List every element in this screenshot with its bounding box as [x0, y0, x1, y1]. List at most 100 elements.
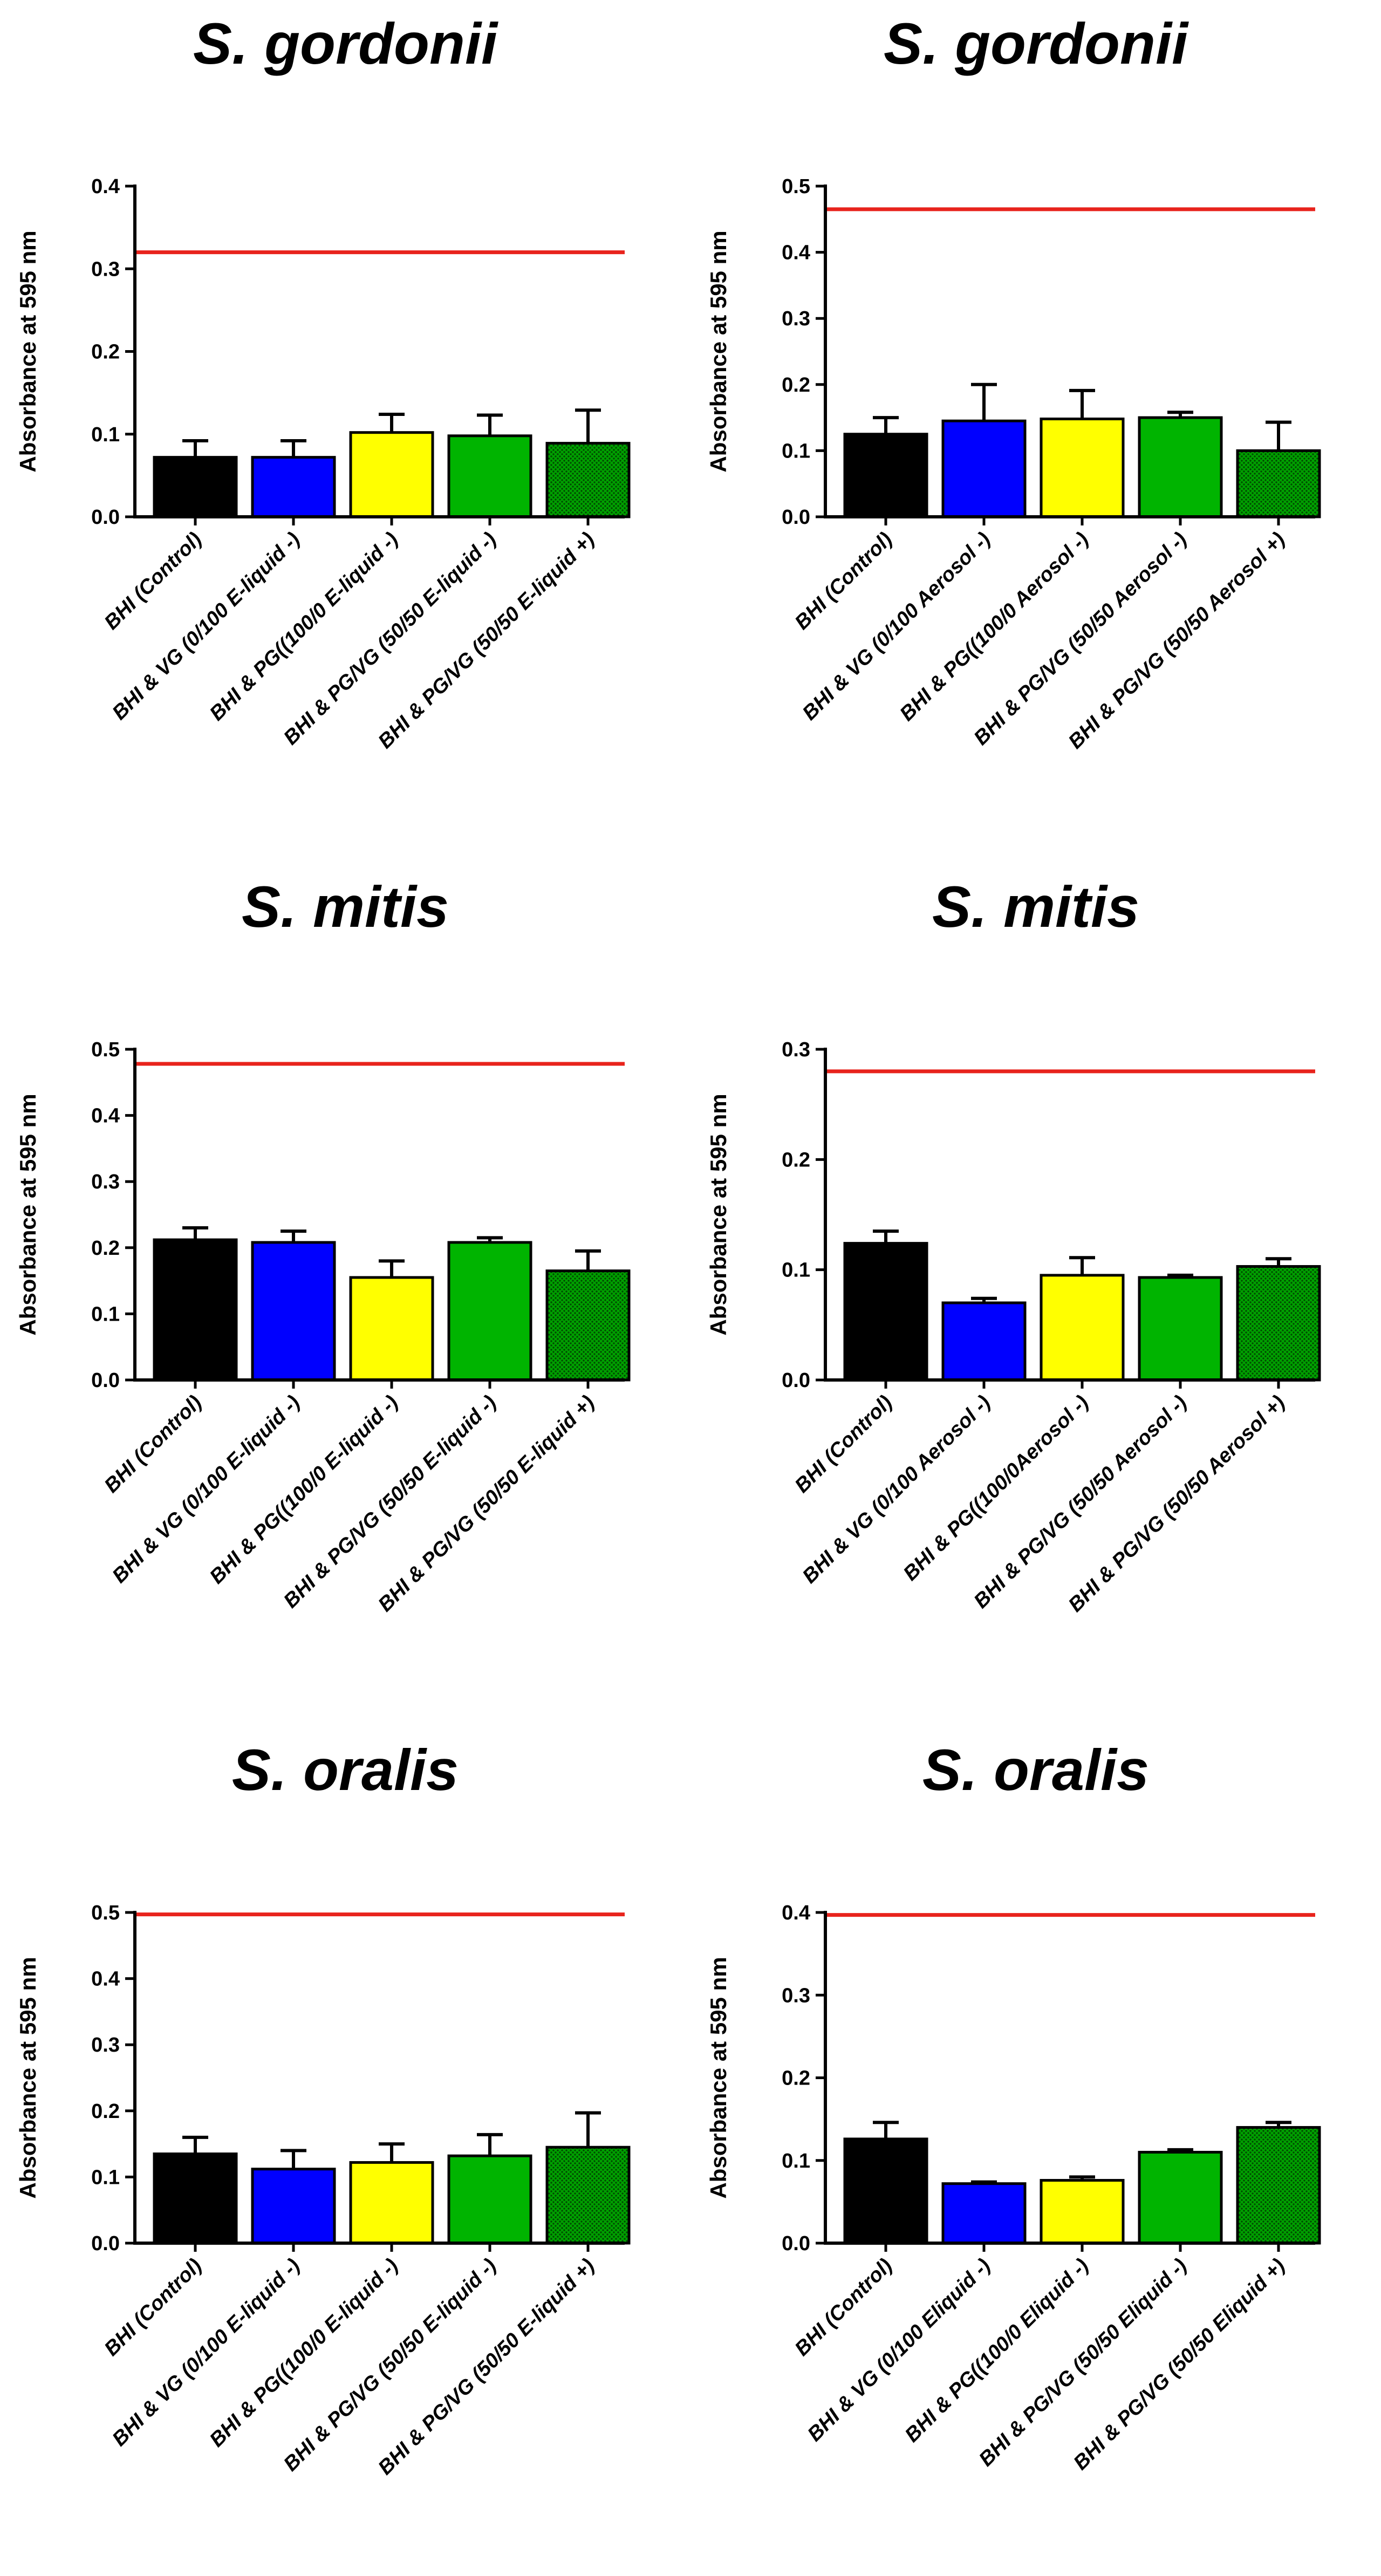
chart-panel-2: S. gordonii Absorbance at 595 nm 0.0 0.1 0.… — [690, 0, 1381, 850]
bar — [545, 2145, 631, 2245]
y-tick-label: 0.0 — [782, 2232, 810, 2255]
bar — [251, 1241, 336, 1382]
y-tick-label: 0.4 — [91, 1105, 120, 1128]
bar — [251, 456, 336, 518]
bar — [153, 2152, 238, 2245]
bar — [1236, 1265, 1321, 1382]
x-tick-label: BHI & PG/VG (50/50 E-liquid -) — [279, 2254, 501, 2476]
x-tick-label: BHI & PG((100/0 Eliquid -) — [901, 2254, 1093, 2447]
bar — [447, 2154, 532, 2245]
bar — [843, 2137, 928, 2245]
x-tick-label: BHI & PG((100/0 E-liquid -) — [206, 2254, 403, 2452]
x-tick-label: BHI (Control) — [791, 2254, 897, 2361]
y-tick-label: 0.0 — [91, 506, 120, 529]
chart-svg: Absorbance at 595 nm 0.0 0.1 0.2 0.3 0.4 0.5 BH… — [706, 175, 1321, 753]
bar — [545, 1269, 631, 1382]
x-tick-label: BHI (Control) — [100, 1391, 207, 1498]
x-tick-label: BHI (Control) — [100, 2254, 207, 2361]
bar — [1236, 2126, 1321, 2245]
y-tick-label: 0.2 — [782, 1149, 810, 1171]
bar — [941, 1301, 1027, 1382]
y-tick-label: 0.3 — [91, 2034, 120, 2056]
y-axis-label: Absorbance at 595 nm — [706, 1957, 731, 2198]
y-tick-label: 0.4 — [91, 175, 120, 198]
bar — [1040, 1274, 1125, 1382]
y-tick-label: 0.3 — [91, 1171, 120, 1193]
y-tick-label: 0.3 — [91, 258, 120, 281]
bar — [447, 434, 532, 518]
y-tick-label: 0.4 — [782, 242, 810, 264]
y-tick-label: 0.0 — [782, 1369, 810, 1392]
y-tick-label: 0.4 — [91, 1968, 120, 1991]
chart-title: S. oralis — [922, 1737, 1150, 1802]
bar — [545, 442, 631, 518]
x-tick-label: BHI & PG((100/0 E-liquid -) — [206, 1391, 403, 1589]
bar — [153, 1238, 238, 1382]
x-tick-label: BHI & PG/VG (50/50 E-liquid +) — [374, 1391, 599, 1616]
y-tick-label: 0.1 — [91, 423, 120, 446]
y-tick-label: 0.3 — [782, 308, 810, 330]
bar — [251, 2168, 336, 2245]
x-tick-label: BHI & PG/VG (50/50 E-liquid +) — [374, 2254, 599, 2479]
x-tick-label: BHI & PG/VG (50/50 E-liquid -) — [279, 1391, 501, 1612]
chart-title: S. mitis — [241, 874, 449, 939]
bar — [1138, 1276, 1223, 1382]
bar — [1040, 2179, 1125, 2245]
y-tick-label: 0.5 — [91, 1038, 120, 1061]
x-tick-label: BHI & PG((100/0 E-liquid -) — [206, 528, 403, 726]
chart-svg: Absorbance at 595 nm 0.0 0.1 0.2 0.3 0.4 0.5 BH… — [15, 1902, 631, 2479]
y-tick-label: 0.1 — [91, 2166, 120, 2189]
bar — [941, 419, 1027, 518]
x-tick-label: BHI & VG (0/100 Aerosol -) — [798, 1391, 995, 1588]
bar — [1138, 2150, 1223, 2245]
chart-panel-3: S. mitis Absorbance at 595 nm 0.0 0.1 0.2 0.… — [0, 863, 690, 1713]
y-axis-label: Absorbance at 595 nm — [15, 1094, 40, 1335]
x-tick-label: BHI & VG (0/100 E-liquid -) — [108, 1391, 304, 1588]
chart-svg: Absorbance at 595 nm 0.0 0.1 0.2 0.3 0.4 BHI (… — [15, 175, 631, 753]
y-tick-label: 0.2 — [91, 341, 120, 364]
chart-panel-4: S. mitis Absorbance at 595 nm 0.0 0.1 0.2 0.… — [690, 863, 1381, 1713]
bar — [447, 1241, 532, 1382]
x-tick-label: BHI & VG (0/100 Aerosol -) — [798, 528, 995, 725]
y-tick-label: 0.0 — [91, 2232, 120, 2255]
y-tick-label: 0.0 — [91, 1369, 120, 1392]
chart-panel-6: S. oralis Absorbance at 595 nm 0.0 0.1 0.2 0… — [690, 1726, 1381, 2576]
chart-svg: Absorbance at 595 nm 0.0 0.1 0.2 0.3 0.4 BHI (… — [706, 1902, 1321, 2475]
chart-panel-1: S. gordonii Absorbance at 595 nm 0.0 0.1 0.… — [0, 0, 690, 850]
bar — [843, 433, 928, 518]
x-tick-label: BHI & PG/VG (50/50 Aerosol -) — [969, 1391, 1191, 1613]
y-tick-label: 0.2 — [782, 2067, 810, 2090]
x-tick-label: BHI & PG/VG (50/50 E-liquid -) — [279, 528, 501, 749]
y-tick-label: 0.3 — [782, 1984, 810, 2007]
y-tick-label: 0.5 — [782, 175, 810, 198]
chart-svg: Absorbance at 595 nm 0.0 0.1 0.2 0.3 BHI (Con… — [706, 1038, 1321, 1617]
x-tick-label: BHI & VG (0/100 E-liquid -) — [108, 528, 304, 725]
y-tick-label: 0.1 — [782, 2150, 810, 2172]
y-tick-label: 0.2 — [782, 374, 810, 397]
chart-title: S. oralis — [231, 1737, 459, 1802]
y-axis-label: Absorbance at 595 nm — [15, 1957, 40, 2198]
bar — [1236, 449, 1321, 518]
chart-svg: Absorbance at 595 nm 0.0 0.1 0.2 0.3 0.4 0.5 BH… — [15, 1038, 631, 1616]
y-tick-label: 0.5 — [91, 1902, 120, 1924]
x-tick-label: BHI & PG((100/0Aerosol -) — [899, 1391, 1093, 1586]
y-axis-label: Absorbance at 595 nm — [15, 230, 40, 472]
y-tick-label: 0.1 — [91, 1303, 120, 1325]
x-tick-label: BHI & PG/VG (50/50 Eliquid -) — [975, 2254, 1191, 2471]
chart-title: S. gordonii — [193, 11, 497, 76]
bar — [349, 2161, 434, 2245]
y-tick-label: 0.1 — [782, 1259, 810, 1282]
x-tick-label: BHI (Control) — [100, 528, 207, 634]
x-tick-label: BHI & PG/VG (50/50 Aerosol +) — [1064, 1391, 1290, 1617]
bar — [941, 2182, 1027, 2245]
y-tick-label: 0.2 — [91, 2100, 120, 2123]
bar — [349, 1276, 434, 1382]
y-tick-label: 0.2 — [91, 1237, 120, 1260]
y-tick-label: 0.4 — [782, 1902, 810, 1924]
y-tick-label: 0.0 — [782, 506, 810, 529]
bar — [153, 456, 238, 518]
x-tick-label: BHI & VG (0/100 E-liquid -) — [108, 2254, 304, 2451]
y-axis-label: Absorbance at 595 nm — [706, 1094, 731, 1335]
y-tick-label: 0.1 — [782, 440, 810, 462]
bar — [1040, 418, 1125, 518]
